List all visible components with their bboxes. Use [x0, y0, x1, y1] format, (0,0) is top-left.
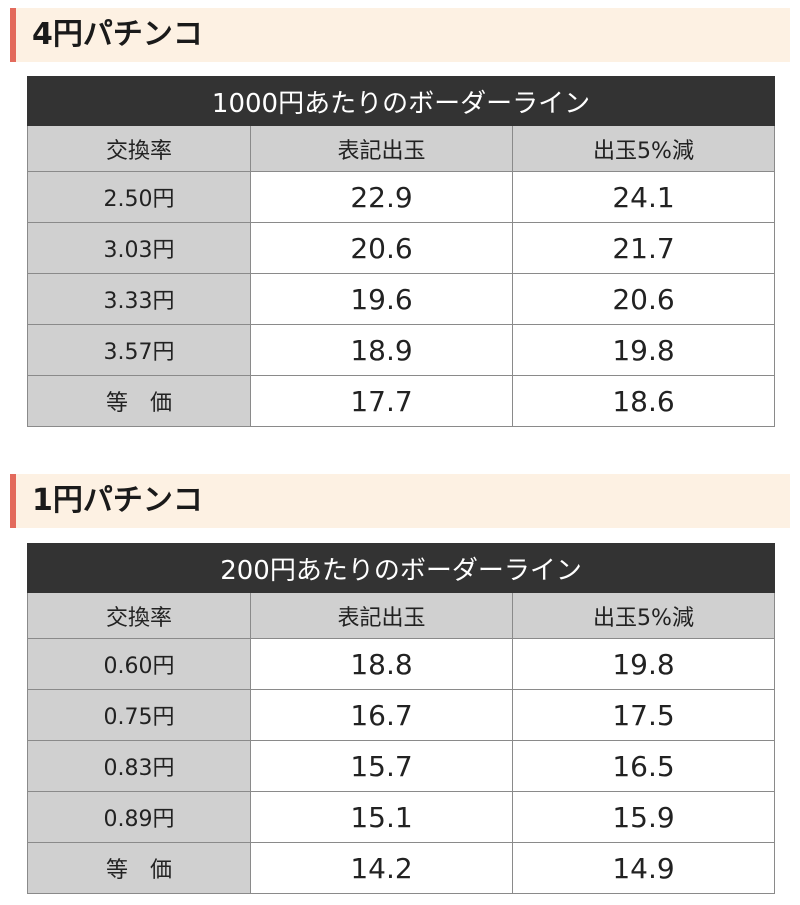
- rate-cell: 2.50円: [27, 171, 251, 223]
- minus5-value-cell: 19.8: [512, 324, 775, 376]
- listed-value-cell: 18.8: [250, 638, 513, 690]
- table-row: 3.33円 19.6 20.6: [27, 273, 775, 325]
- table-row: 3.57円 18.9 19.8: [27, 324, 775, 376]
- section-heading-1yen: 1円パチンコ: [10, 474, 790, 528]
- table-row: 等 価 17.7 18.6: [27, 375, 775, 427]
- minus5-value-cell: 19.8: [511, 638, 776, 690]
- table-row: 0.60円 18.8 19.8: [27, 638, 776, 690]
- table-row: 等 価 14.2 14.9: [27, 842, 776, 894]
- table-row: 2.50円 22.9 24.1: [27, 171, 775, 223]
- listed-value-cell: 15.7: [250, 740, 513, 792]
- column-header-listed: 表記出玉: [250, 125, 513, 172]
- minus5-value-cell: 15.9: [511, 791, 776, 843]
- rate-cell: 3.03円: [27, 222, 251, 274]
- border-line-table-4yen: 1000円あたりのボーダーライン 交換率 表記出玉 出玉5%減 2.50円 22…: [27, 76, 775, 427]
- table-row: 0.89円 15.1 15.9: [27, 791, 776, 843]
- listed-value-cell: 16.7: [250, 689, 513, 741]
- minus5-value-cell: 20.6: [512, 273, 775, 325]
- minus5-value-cell: 24.1: [512, 171, 775, 223]
- section-heading-text: 4円パチンコ: [32, 17, 203, 52]
- minus5-value-cell: 14.9: [511, 842, 776, 894]
- listed-value-cell: 15.1: [250, 791, 513, 843]
- column-header-minus5: 出玉5%減: [511, 592, 776, 639]
- table-row: 3.03円 20.6 21.7: [27, 222, 775, 274]
- column-header-minus5: 出玉5%減: [512, 125, 775, 172]
- listed-value-cell: 20.6: [250, 222, 513, 274]
- table-caption: 200円あたりのボーダーライン: [26, 543, 776, 593]
- table-row: 0.75円 16.7 17.5: [27, 689, 776, 741]
- rate-cell: 等 価: [27, 375, 251, 427]
- minus5-value-cell: 16.5: [511, 740, 776, 792]
- rate-cell: 0.89円: [27, 791, 251, 843]
- rate-cell: 等 価: [27, 842, 251, 894]
- section-heading-text: 1円パチンコ: [32, 483, 203, 518]
- column-header-rate: 交換率: [27, 125, 251, 172]
- listed-value-cell: 17.7: [250, 375, 513, 427]
- minus5-value-cell: 21.7: [512, 222, 775, 274]
- rate-cell: 0.60円: [27, 638, 251, 690]
- section-heading-4yen: 4円パチンコ: [10, 8, 790, 62]
- listed-value-cell: 14.2: [250, 842, 513, 894]
- listed-value-cell: 19.6: [250, 273, 513, 325]
- rate-cell: 0.83円: [27, 740, 251, 792]
- table-row: 0.83円 15.7 16.5: [27, 740, 776, 792]
- rate-cell: 0.75円: [27, 689, 251, 741]
- listed-value-cell: 22.9: [250, 171, 513, 223]
- minus5-value-cell: 18.6: [512, 375, 775, 427]
- rate-cell: 3.57円: [27, 324, 251, 376]
- column-header-rate: 交換率: [27, 592, 251, 639]
- column-header-listed: 表記出玉: [250, 592, 513, 639]
- border-line-table-1yen: 200円あたりのボーダーライン 交換率 表記出玉 出玉5%減 0.60円 18.…: [26, 543, 776, 894]
- listed-value-cell: 18.9: [250, 324, 513, 376]
- minus5-value-cell: 17.5: [511, 689, 776, 741]
- rate-cell: 3.33円: [27, 273, 251, 325]
- table-caption: 1000円あたりのボーダーライン: [27, 76, 775, 126]
